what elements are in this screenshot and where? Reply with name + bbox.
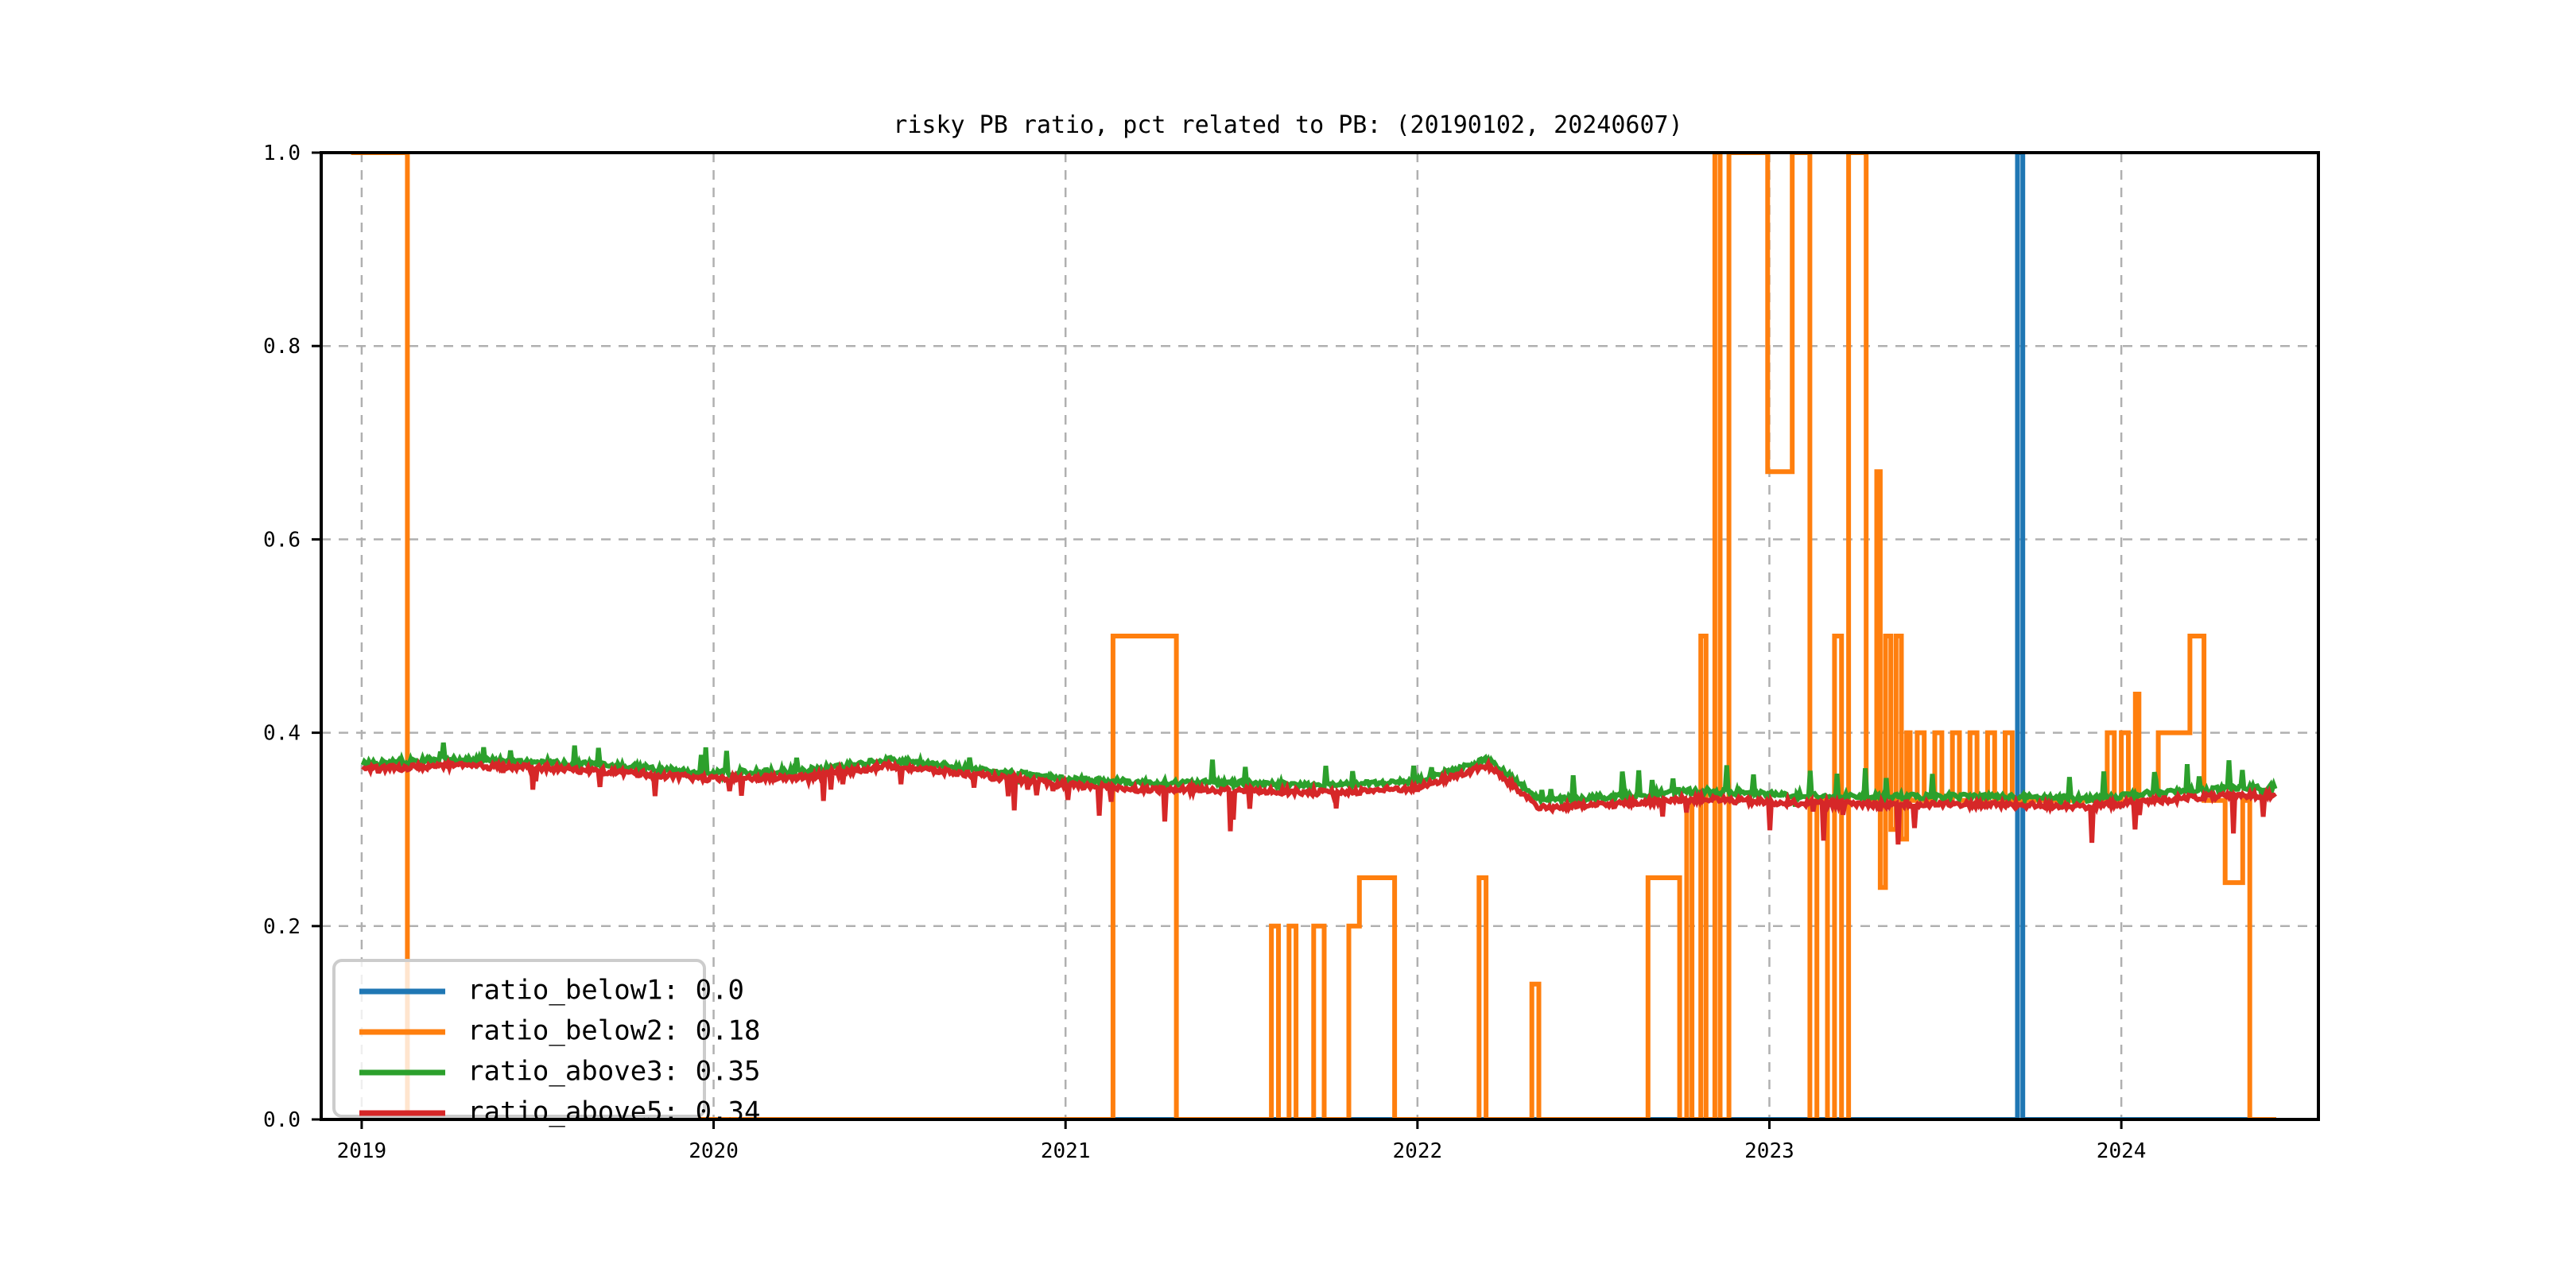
series-line-ratio-above5 bbox=[361, 756, 2277, 845]
legend-label-ratio_above3: ratio_above3: 0.35 bbox=[467, 1056, 760, 1088]
y-tick-label: 0.2 bbox=[263, 915, 301, 939]
y-axis-tick-labels: 0.0 0.2 0.4 0.6 0.8 1.0 bbox=[263, 142, 301, 1132]
series-line-ratio-above3 bbox=[360, 742, 2278, 810]
y-tick-label: 0.4 bbox=[263, 722, 301, 746]
y-tick-label: 0.6 bbox=[263, 528, 301, 552]
x-tick-label: 2023 bbox=[1744, 1139, 1794, 1163]
chart-title: risky PB ratio, pct related to PB: (2019… bbox=[893, 111, 1683, 139]
legend-label-ratio_below2: ratio_below2: 0.18 bbox=[467, 1015, 760, 1047]
axes-frame bbox=[320, 151, 2320, 1121]
axes-background bbox=[321, 153, 2318, 1119]
x-axis-ticks bbox=[360, 1119, 2123, 1129]
legend[interactable]: ratio_below1: 0.0 ratio_below2: 0.18 ratio… bbox=[332, 959, 760, 1128]
y-tick-label: 0.8 bbox=[263, 335, 301, 359]
y-tick-label: 1.0 bbox=[263, 142, 301, 165]
legend-label-ratio_below1: ratio_below1: 0.0 bbox=[467, 975, 744, 1007]
legend-box bbox=[332, 959, 706, 1118]
x-tick-label: 2021 bbox=[1041, 1139, 1091, 1163]
x-tick-label: 2019 bbox=[337, 1139, 387, 1163]
x-tick-label: 2020 bbox=[689, 1139, 739, 1163]
y-axis-ticks bbox=[312, 151, 321, 1121]
series-line-ratio-below1 bbox=[351, 153, 2276, 1119]
x-tick-label: 2024 bbox=[2097, 1139, 2147, 1163]
legend-entries: ratio_below1: 0.0 ratio_below2: 0.18 ratio… bbox=[359, 975, 760, 1128]
y-tick-label: 0.0 bbox=[263, 1108, 301, 1132]
x-axis-tick-labels: 2019 2020 2021 2022 2023 2024 bbox=[337, 1139, 2147, 1163]
x-tick-label: 2022 bbox=[1393, 1139, 1443, 1163]
legend-label-ratio_above5: ratio_above5: 0.34 bbox=[467, 1096, 760, 1128]
